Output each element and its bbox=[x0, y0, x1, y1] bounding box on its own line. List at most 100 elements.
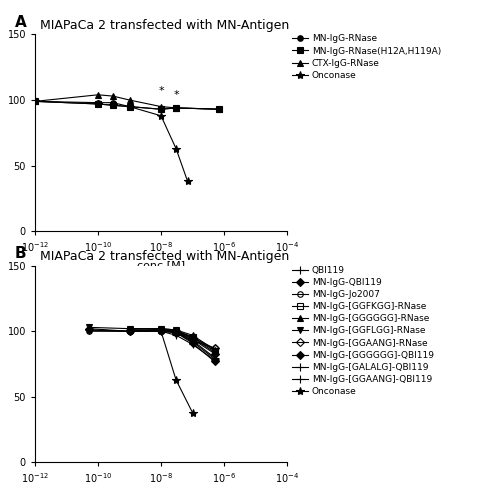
MN-IgG-[GGGGGG]-RNase bbox=[212, 347, 218, 353]
Line: MN-IgG-[GGGGGG]-RNase: MN-IgG-[GGGGGG]-RNase bbox=[126, 326, 218, 352]
Onconase bbox=[32, 98, 38, 104]
MN-IgG-[GGGGGG]-RNase bbox=[158, 326, 164, 332]
MN-IgG-[GGGGGG]-RNase bbox=[126, 326, 132, 332]
MN-IgG-RNase(H12A,H119A) bbox=[110, 102, 116, 108]
Y-axis label: % control: % control bbox=[0, 338, 2, 391]
MN-IgG-QBI119 bbox=[173, 330, 179, 336]
MN-IgG-RNase(H12A,H119A) bbox=[95, 101, 101, 107]
Y-axis label: % control: % control bbox=[0, 106, 2, 159]
MN-IgG-[GGAANG]-RNase bbox=[190, 335, 196, 341]
MN-IgG-[GGAANG]-QBI119 bbox=[212, 356, 218, 362]
CTX-IgG-RNase bbox=[32, 98, 38, 104]
Line: MN-IgG-[GALALG]-QBI119: MN-IgG-[GALALG]-QBI119 bbox=[126, 326, 218, 362]
CTX-IgG-RNase bbox=[110, 93, 116, 99]
MN-IgG-[GALALG]-QBI119 bbox=[158, 328, 164, 334]
Text: A: A bbox=[15, 15, 27, 30]
Line: MN-IgG-Jo2007: MN-IgG-Jo2007 bbox=[86, 327, 218, 351]
MN-IgG-[GGGGGG]-RNase bbox=[173, 327, 179, 333]
Onconase bbox=[190, 410, 196, 416]
Line: MN-IgG-[GGAANG]-QBI119: MN-IgG-[GGAANG]-QBI119 bbox=[126, 327, 218, 363]
MN-IgG-[GGFLGG]-RNase bbox=[190, 335, 196, 341]
CTX-IgG-RNase bbox=[158, 104, 164, 110]
Onconase bbox=[184, 179, 190, 184]
QBI119 bbox=[212, 357, 218, 363]
MN-IgG-[GALALG]-QBI119 bbox=[212, 355, 218, 361]
MN-IgG-RNase bbox=[32, 98, 38, 104]
MN-IgG-[GALALG]-QBI119 bbox=[173, 330, 179, 336]
Onconase bbox=[126, 104, 132, 110]
Line: MN-IgG-[GGFLGG]-RNase: MN-IgG-[GGFLGG]-RNase bbox=[86, 325, 218, 355]
Line: MN-IgG-[GGFKGG]-RNase: MN-IgG-[GGFKGG]-RNase bbox=[126, 327, 218, 354]
MN-IgG-RNase(H12A,H119A) bbox=[173, 105, 179, 111]
CTX-IgG-RNase bbox=[173, 105, 179, 111]
Text: *: * bbox=[173, 90, 179, 100]
MN-IgG-[GGFLGG]-RNase bbox=[173, 327, 179, 333]
MN-IgG-Jo2007 bbox=[173, 328, 179, 334]
Text: B: B bbox=[15, 246, 26, 261]
MN-IgG-Jo2007 bbox=[126, 328, 132, 334]
Text: MIAPaCa 2 transfected with MN-Antigen: MIAPaCa 2 transfected with MN-Antigen bbox=[40, 19, 289, 32]
MN-IgG-RNase(H12A,H119A) bbox=[32, 98, 38, 104]
CTX-IgG-RNase bbox=[216, 106, 222, 112]
Line: MN-IgG-[GGGGGG]-QBI119: MN-IgG-[GGGGGG]-QBI119 bbox=[126, 327, 218, 356]
X-axis label: conc [M]: conc [M] bbox=[137, 260, 185, 270]
QBI119 bbox=[173, 332, 179, 338]
Line: Onconase: Onconase bbox=[31, 97, 192, 185]
MN-IgG-QBI119 bbox=[126, 328, 132, 334]
Line: MN-IgG-RNase(H12A,H119A): MN-IgG-RNase(H12A,H119A) bbox=[32, 98, 222, 112]
Onconase bbox=[158, 328, 164, 334]
MN-IgG-[GGFLGG]-RNase bbox=[126, 326, 132, 332]
MN-IgG-[GGFKGG]-RNase bbox=[190, 334, 196, 339]
MN-IgG-[GGFLGG]-RNase bbox=[158, 326, 164, 332]
Onconase bbox=[86, 327, 91, 333]
MN-IgG-[GGFKGG]-RNase bbox=[212, 348, 218, 354]
Legend: QBI119, MN-IgG-QBI119, MN-IgG-Jo2007, MN-IgG-[GGFKGG]-RNase, MN-IgG-[GGGGGG]-RNa: QBI119, MN-IgG-QBI119, MN-IgG-Jo2007, MN… bbox=[292, 266, 434, 396]
MN-IgG-[GALALG]-QBI119 bbox=[126, 327, 132, 333]
MN-IgG-[GGGGGG]-RNase bbox=[190, 332, 196, 338]
MN-IgG-[GGAANG]-QBI119 bbox=[173, 330, 179, 336]
Onconase bbox=[173, 377, 179, 383]
MN-IgG-[GGAANG]-RNase bbox=[173, 328, 179, 334]
MN-IgG-[GGFLGG]-RNase bbox=[212, 349, 218, 355]
QBI119 bbox=[86, 327, 91, 333]
MN-IgG-[GGAANG]-QBI119 bbox=[190, 339, 196, 345]
Line: CTX-IgG-RNase: CTX-IgG-RNase bbox=[32, 92, 222, 112]
CTX-IgG-RNase bbox=[95, 92, 101, 98]
X-axis label: conc [M]: conc [M] bbox=[137, 491, 185, 492]
Line: MN-IgG-[GGAANG]-RNase: MN-IgG-[GGAANG]-RNase bbox=[126, 327, 218, 351]
MN-IgG-[GGGGGG]-QBI119 bbox=[173, 328, 179, 334]
Onconase bbox=[173, 146, 179, 152]
MN-IgG-Jo2007 bbox=[158, 327, 164, 333]
MN-IgG-RNase(H12A,H119A) bbox=[126, 104, 132, 110]
MN-IgG-Jo2007 bbox=[86, 328, 91, 334]
MN-IgG-Jo2007 bbox=[212, 345, 218, 351]
QBI119 bbox=[190, 341, 196, 347]
MN-IgG-[GGAANG]-QBI119 bbox=[126, 328, 132, 334]
MN-IgG-[GGAANG]-RNase bbox=[126, 327, 132, 333]
MN-IgG-RNase bbox=[216, 106, 222, 112]
Line: QBI119: QBI119 bbox=[84, 326, 218, 364]
QBI119 bbox=[126, 328, 132, 334]
MN-IgG-[GGAANG]-QBI119 bbox=[158, 328, 164, 334]
Line: Onconase: Onconase bbox=[84, 326, 196, 417]
Onconase bbox=[126, 328, 132, 334]
MN-IgG-[GGGGGG]-QBI119 bbox=[212, 351, 218, 357]
MN-IgG-RNase bbox=[95, 100, 101, 106]
Text: *: * bbox=[158, 86, 164, 96]
MN-IgG-RNase bbox=[126, 104, 132, 110]
MN-IgG-[GGGGGG]-QBI119 bbox=[126, 328, 132, 334]
MN-IgG-[GGFKGG]-RNase bbox=[158, 327, 164, 333]
Onconase bbox=[110, 102, 116, 108]
MN-IgG-RNase(H12A,H119A) bbox=[158, 106, 164, 112]
Line: MN-IgG-RNase: MN-IgG-RNase bbox=[32, 98, 222, 112]
MN-IgG-[GGGGGG]-QBI119 bbox=[158, 327, 164, 333]
CTX-IgG-RNase bbox=[126, 97, 132, 103]
MN-IgG-QBI119 bbox=[212, 359, 218, 365]
MN-IgG-RNase bbox=[110, 100, 116, 106]
MN-IgG-[GGAANG]-RNase bbox=[212, 345, 218, 351]
Line: MN-IgG-QBI119: MN-IgG-QBI119 bbox=[86, 326, 218, 364]
MN-IgG-QBI119 bbox=[86, 326, 91, 332]
MN-IgG-[GALALG]-QBI119 bbox=[190, 338, 196, 343]
MN-IgG-RNase(H12A,H119A) bbox=[216, 106, 222, 112]
MN-IgG-RNase bbox=[173, 105, 179, 111]
